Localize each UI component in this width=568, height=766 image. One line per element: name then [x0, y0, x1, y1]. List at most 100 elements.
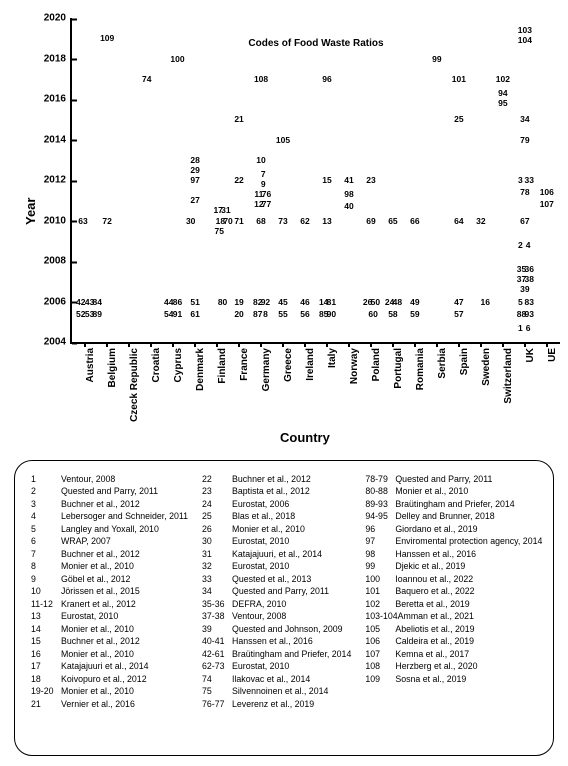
data-point: 51 — [190, 297, 199, 306]
legend-entry: 7Buchner et al., 2012 — [31, 548, 188, 560]
legend-id: 8 — [31, 560, 61, 572]
legend-entry: 22Buchner et al., 2012 — [202, 473, 351, 485]
legend-entry: 40-41Hanssen et al., 2016 — [202, 635, 351, 647]
legend-id: 22 — [202, 473, 232, 485]
data-point: 71 — [234, 216, 243, 225]
data-point: 100 — [170, 54, 184, 63]
legend-id: 97 — [365, 535, 395, 547]
legend-entry: 19-20Monier et al., 2010 — [31, 685, 188, 697]
legend-id: 35-36 — [202, 598, 232, 610]
legend-id: 94-95 — [365, 510, 395, 522]
legend-id: 6 — [31, 535, 61, 547]
legend-id: 99 — [365, 560, 395, 572]
legend-entry: 17Katajajuuri et al., 2014 — [31, 660, 188, 672]
legend-entry: 62-73Eurostat, 2010 — [202, 660, 351, 672]
legend-entry: 80-88Monier et al., 2010 — [365, 485, 542, 497]
legend-ref: Göbel et al., 2012 — [61, 574, 130, 584]
data-point: 87 — [253, 309, 262, 318]
y-tick: 2008 — [44, 256, 72, 267]
legend-ref: Buchner et al., 2012 — [61, 499, 140, 509]
legend-entry: 10Jörissen et al., 2015 — [31, 585, 188, 597]
legend-entry: 32Eurostat, 2010 — [202, 560, 351, 572]
data-point: 75 — [215, 226, 224, 235]
data-point: 21 — [234, 115, 243, 124]
legend-ref: Delley and Brunner, 2018 — [395, 511, 494, 521]
data-point: 59 — [410, 309, 419, 318]
legend-entry: 30Eurostat, 2010 — [202, 535, 351, 547]
legend-id: 15 — [31, 635, 61, 647]
legend-entry: 13Eurostat, 2010 — [31, 610, 188, 622]
legend-entry: 16Monier et al., 2010 — [31, 648, 188, 660]
data-point: 86 — [173, 297, 182, 306]
data-point: 36 — [524, 265, 533, 274]
data-point: 23 — [366, 176, 375, 185]
legend-ref: Braütingham and Priefer, 2014 — [395, 499, 514, 509]
y-tick: 2018 — [44, 53, 72, 64]
legend-id: 103-104 — [365, 610, 397, 622]
legend-entry: 11-12Kranert et al., 2012 — [31, 598, 188, 610]
legend-ref: Giordano et al., 2019 — [395, 524, 477, 534]
data-point: 22 — [234, 176, 243, 185]
legend-entry: 39Quested and Johnson, 2009 — [202, 623, 351, 635]
legend-id: 16 — [31, 648, 61, 660]
legend-id: 109 — [365, 673, 395, 685]
legend-id: 21 — [31, 698, 61, 710]
legend-entry: 21Vernier et al., 2016 — [31, 698, 188, 710]
legend-id: 34 — [202, 585, 232, 597]
legend-id: 5 — [31, 523, 61, 535]
data-point: 28 — [190, 156, 199, 165]
legend-ref: Eurostat, 2010 — [232, 536, 289, 546]
legend-id: 14 — [31, 623, 61, 635]
legend-ref: Eurostat, 2010 — [232, 561, 289, 571]
legend-id: 23 — [202, 485, 232, 497]
legend-id: 18 — [31, 673, 61, 685]
legend-ref: Leverenz et al., 2019 — [232, 699, 314, 709]
data-point: 84 — [93, 297, 102, 306]
data-point: 47 — [454, 297, 463, 306]
legend-id: 30 — [202, 535, 232, 547]
legend-id: 2 — [31, 485, 61, 497]
data-point: 95 — [498, 99, 507, 108]
data-point: 13 — [322, 216, 331, 225]
data-point: 32 — [476, 216, 485, 225]
data-point: 1 — [518, 324, 523, 333]
legend-entry: 108Herzberg et al., 2020 — [365, 660, 542, 672]
legend-id: 32 — [202, 560, 232, 572]
data-point: 10 — [256, 156, 265, 165]
legend-column: 22Buchner et al., 201223Baptista et al.,… — [202, 473, 351, 710]
data-point: 68 — [256, 216, 265, 225]
data-point: 7 — [261, 170, 266, 179]
legend-ref: Amman et al., 2021 — [398, 611, 474, 621]
legend-entry: 94-95Delley and Brunner, 2018 — [365, 510, 542, 522]
data-point: 94 — [498, 89, 507, 98]
data-point: 45 — [278, 297, 287, 306]
data-point: 58 — [388, 309, 397, 318]
chart-title: Codes of Food Waste Ratios — [72, 38, 560, 49]
legend-ref: Monier et al., 2010 — [395, 486, 468, 496]
legend-id: 1 — [31, 473, 61, 485]
legend-ref: Beretta et al., 2019 — [395, 599, 469, 609]
legend-id: 10 — [31, 585, 61, 597]
legend-entry: 14Monier et al., 2010 — [31, 623, 188, 635]
legend-entry: 99Djekic et al., 2019 — [365, 560, 542, 572]
legend-ref: Jörissen et al., 2015 — [61, 586, 140, 596]
data-point: 106 — [540, 188, 554, 197]
legend-entry: 105Abeliotis et al., 2019 — [365, 623, 542, 635]
legend-entry: 4Lebersoger and Schneider, 2011 — [31, 510, 188, 522]
data-point: 8 — [263, 309, 268, 318]
plot-area: Codes of Food Waste Ratios 2004200620082… — [70, 18, 560, 344]
y-axis-label: Year — [23, 198, 38, 225]
data-point: 29 — [190, 166, 199, 175]
y-tick: 2012 — [44, 175, 72, 186]
data-point: 60 — [368, 309, 377, 318]
legend-entry: 103-104Amman et al., 2021 — [365, 610, 542, 622]
legend-entry: 35-36DEFRA, 2010 — [202, 598, 351, 610]
data-point: 50 — [371, 297, 380, 306]
legend-id: 37-38 — [202, 610, 232, 622]
legend-id: 26 — [202, 523, 232, 535]
legend-box: 1Ventour, 20082Quested and Parry, 20113B… — [14, 460, 554, 756]
legend-id: 31 — [202, 548, 232, 560]
legend-id: 13 — [31, 610, 61, 622]
legend-ref: Enviromental protection agency, 2014 — [395, 536, 542, 546]
data-point: 91 — [173, 309, 182, 318]
